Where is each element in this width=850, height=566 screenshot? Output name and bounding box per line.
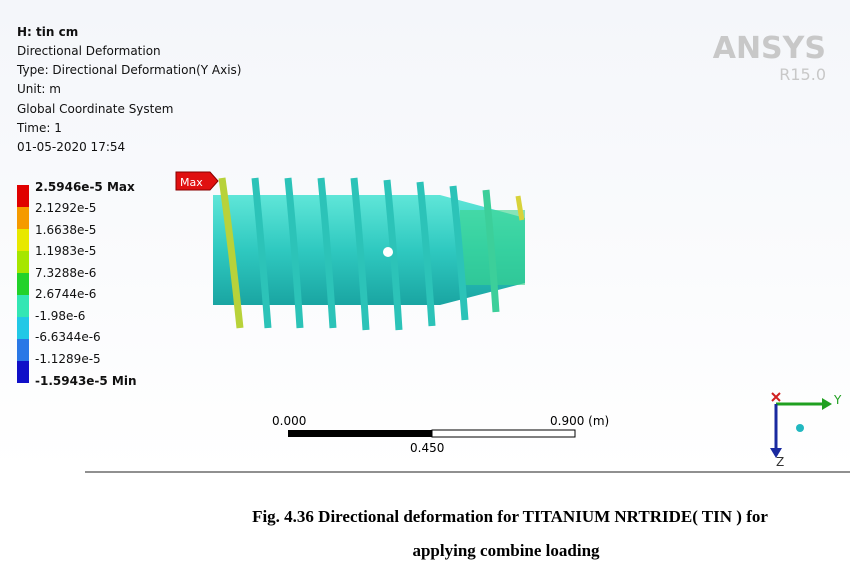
thread <box>515 195 525 221</box>
model <box>213 177 525 331</box>
triad: Y Z <box>770 392 842 469</box>
header-line: H: tin cm <box>17 25 78 39</box>
legend-band <box>17 339 29 361</box>
arrow-head <box>770 448 782 458</box>
probe: Max <box>175 171 219 191</box>
legend-band <box>17 273 29 295</box>
thread <box>251 177 272 329</box>
thread <box>383 179 403 331</box>
header-line: Unit: m <box>17 82 61 96</box>
caption-line: applying combine loading <box>412 541 600 560</box>
legend-label: -1.5943e-5 Min <box>35 374 137 388</box>
legend-band <box>17 317 29 339</box>
z-label: Z <box>776 455 784 469</box>
thread <box>449 185 469 321</box>
scale-start: 0.000 <box>272 414 306 428</box>
legend: 2.5946e-5 Max 2.1292e-5 1.6638e-5 1.1983… <box>17 180 137 388</box>
legend-band <box>17 207 29 229</box>
legend-band <box>17 251 29 273</box>
legend-label: -1.1289e-5 <box>35 352 101 366</box>
scale-segment <box>431 429 576 438</box>
legend-label: 2.1292e-5 <box>35 201 96 215</box>
thread <box>350 177 370 331</box>
scale-middle: 0.450 <box>410 441 444 455</box>
legend-band <box>17 185 29 207</box>
caption: Fig. 4.36 Directional deformation for TI… <box>252 507 768 560</box>
legend-label: 7.3288e-6 <box>35 266 96 280</box>
logo-version: R15.0 <box>779 65 826 84</box>
thread <box>218 177 244 329</box>
legend-label: -1.98e-6 <box>35 309 85 323</box>
legend-label: -6.6344e-6 <box>35 330 101 344</box>
header-line: 01-05-2020 17:54 <box>17 140 125 154</box>
header: H: tin cm Directional Deformation Type: … <box>16 25 241 154</box>
caption-line: Fig. 4.36 Directional deformation for TI… <box>252 507 768 526</box>
legend-band <box>17 295 29 317</box>
legend-label: 2.6744e-6 <box>35 287 96 301</box>
probe-label: Max <box>180 176 203 189</box>
arrow-head <box>822 398 832 410</box>
legend-band <box>17 361 29 383</box>
header-line: Directional Deformation <box>17 44 161 58</box>
y-label: Y <box>833 393 842 407</box>
thread <box>317 177 337 329</box>
scale-end: 0.900 (m) <box>550 414 609 428</box>
legend-band <box>17 229 29 251</box>
legend-label: 1.1983e-5 <box>35 244 96 258</box>
logo-name: ANSYS <box>713 31 826 66</box>
hole <box>383 247 393 257</box>
legend-label: 1.6638e-5 <box>35 223 96 237</box>
header-line: Time: 1 <box>16 121 62 135</box>
x-axis-marker <box>771 392 781 402</box>
thread <box>284 177 304 329</box>
thread <box>482 189 500 313</box>
header-line: Type: Directional Deformation(Y Axis) <box>16 63 241 77</box>
scale-bar: 0.000 0.900 (m) 0.450 <box>272 414 609 455</box>
header-line: Global Coordinate System <box>17 102 173 116</box>
scale-segment <box>288 430 432 437</box>
thread <box>416 181 436 327</box>
legend-label: 2.5946e-5 Max <box>35 180 135 194</box>
probe-tag <box>175 171 219 191</box>
logo: ANSYS R15.0 <box>713 31 826 84</box>
triad-ball <box>796 424 804 432</box>
